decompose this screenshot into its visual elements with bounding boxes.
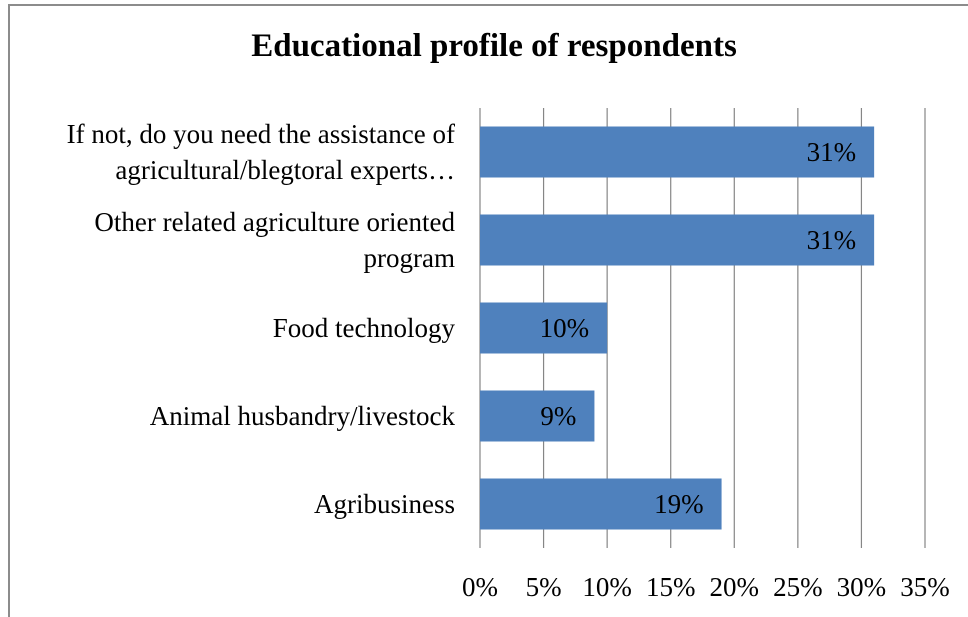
x-tick-label: 5% [526,572,562,602]
x-tick-label: 0% [462,572,498,602]
chart-title: Educational profile of respondents [251,28,737,64]
bar [480,478,722,530]
bar [480,302,608,354]
data-label: 10% [540,313,590,343]
bar [480,126,875,178]
category-label: agricultural/blegtoral experts… [115,155,455,185]
x-tick-label: 10% [582,572,632,602]
category-label: If not, do you need the assistance of [67,119,455,149]
x-tick-label: 20% [710,572,760,602]
data-label: 31% [807,137,857,167]
chart-border-top [8,4,968,6]
chart-border-left [8,4,10,617]
category-label: Animal husbandry/livestock [150,401,456,431]
category-label: program [364,243,455,273]
x-tick-label: 35% [900,572,950,602]
x-tick-label: 30% [837,572,887,602]
data-label: 9% [540,401,576,431]
bar [480,214,875,266]
category-label: Other related agriculture oriented [94,207,455,237]
x-tick-label: 25% [773,572,823,602]
data-label: 31% [807,225,857,255]
category-label: Food technology [273,313,456,343]
bar [480,390,595,442]
category-label: Agribusiness [314,489,455,519]
data-label: 19% [654,489,704,519]
x-tick-label: 15% [646,572,696,602]
